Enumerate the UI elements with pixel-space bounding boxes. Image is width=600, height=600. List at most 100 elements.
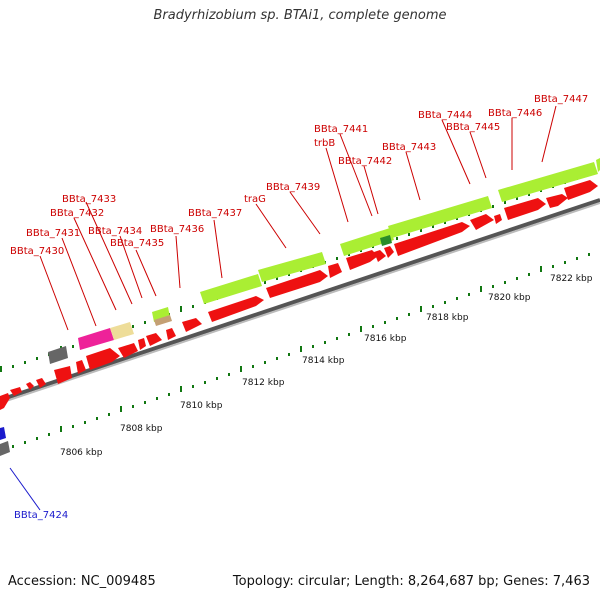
track-dot <box>444 221 446 224</box>
gene-label: BBta_7444 <box>418 110 472 121</box>
track-dot <box>420 306 422 312</box>
gene-arrow <box>346 250 378 270</box>
track-dot <box>288 353 290 356</box>
track-dot <box>540 266 542 272</box>
track-dot <box>528 273 530 276</box>
track-dot <box>492 205 494 208</box>
gene-arrow <box>36 378 46 388</box>
track-dot <box>336 257 338 260</box>
gene-block <box>388 196 492 238</box>
track-dot <box>180 386 182 392</box>
gene-label: BBta_7441 <box>314 124 368 135</box>
gene-label: BBta_7433 <box>62 194 116 205</box>
track-dot <box>156 397 158 400</box>
track-dot <box>348 253 350 256</box>
track-dot <box>228 373 230 376</box>
gene-arrow <box>546 194 568 208</box>
accession-text: Accession: NC_009485 <box>8 574 156 589</box>
reverse-genes <box>0 427 41 511</box>
track-dot <box>132 405 134 408</box>
track-dot <box>36 437 38 440</box>
gene-block <box>200 274 262 304</box>
gene-label: traG <box>244 194 266 205</box>
track-dot <box>168 393 170 396</box>
track-dot <box>588 253 590 256</box>
scale-label: 7808 kbp <box>120 424 163 434</box>
track-dot <box>336 337 338 340</box>
gene-block <box>258 252 326 282</box>
gene-arrow <box>328 263 342 278</box>
rrna-block <box>78 328 114 350</box>
gene-arrow <box>166 328 176 340</box>
genome-summary-text: Topology: circular; Length: 8,264,687 bp… <box>232 574 590 589</box>
gene-arrow <box>138 338 146 350</box>
track-dot <box>456 297 458 300</box>
gene-label: BBta_7435 <box>110 238 164 249</box>
track-dot <box>564 261 566 264</box>
gene-arrow <box>26 382 34 390</box>
gene-label: BBta_7442 <box>338 156 392 167</box>
map-title: Bradyrhizobium sp. BTAi1, complete genom… <box>153 8 447 23</box>
gene-arrow <box>86 348 120 370</box>
gene-label: BBta_7432 <box>50 208 104 219</box>
track-dot <box>180 306 182 312</box>
track-dot <box>396 237 398 240</box>
gene-label: BBta_7445 <box>446 122 500 133</box>
gene-block <box>596 158 600 172</box>
scale-label: 7820 kbp <box>488 293 531 303</box>
gene-block <box>498 162 598 202</box>
track-dot <box>300 346 302 352</box>
track-dot <box>24 441 26 444</box>
gene-arrow <box>504 198 546 220</box>
track-dot <box>132 325 134 328</box>
trna-block <box>110 322 134 340</box>
track-dot <box>552 265 554 268</box>
track-dot <box>84 421 86 424</box>
track-dot <box>192 305 194 308</box>
track-dot <box>12 365 14 368</box>
misc-block <box>48 346 68 364</box>
track-dot <box>384 321 386 324</box>
scale-label: 7812 kbp <box>242 378 285 388</box>
scale-label: 7818 kbp <box>426 313 469 323</box>
track-dot <box>72 345 74 348</box>
scale-label: 7810 kbp <box>180 401 223 411</box>
track-dot <box>36 357 38 360</box>
scale-label: 7806 kbp <box>60 448 103 458</box>
track-dot <box>576 257 578 260</box>
scale-label: 7816 kbp <box>364 334 407 344</box>
track-dot <box>312 345 314 348</box>
track-dot <box>288 273 290 276</box>
track-dot <box>348 333 350 336</box>
gene-label: BBta_7439 <box>266 182 320 193</box>
misc-block <box>0 441 10 456</box>
gene-arrow <box>494 214 502 224</box>
track-dot <box>432 305 434 308</box>
track-dot <box>468 293 470 296</box>
gene-label: BBta_7447 <box>534 94 588 105</box>
gene-label: BBta_7430 <box>10 246 64 257</box>
gene-block-dark <box>380 235 392 246</box>
scale-label: 7814 kbp <box>302 356 345 366</box>
upper-genes <box>48 158 600 364</box>
track-dot <box>264 361 266 364</box>
track-dot <box>480 286 482 292</box>
track-dot <box>192 385 194 388</box>
gene-arrow <box>266 270 328 298</box>
gene-arrow <box>564 180 598 200</box>
label-leaders <box>39 105 557 331</box>
track-dot <box>408 313 410 316</box>
track-dot <box>120 406 122 412</box>
track-dot <box>240 366 242 372</box>
gene-label: BBta_7443 <box>382 142 436 153</box>
track-dot <box>204 381 206 384</box>
track-dot <box>108 413 110 416</box>
gene-arrow <box>470 214 494 230</box>
gene-label: BBta_7446 <box>488 108 542 119</box>
track-dot <box>276 357 278 360</box>
track-dot <box>504 281 506 284</box>
gene-arrow <box>146 333 162 346</box>
track-dot <box>360 326 362 332</box>
gene-label: BBta_7437 <box>188 208 242 219</box>
